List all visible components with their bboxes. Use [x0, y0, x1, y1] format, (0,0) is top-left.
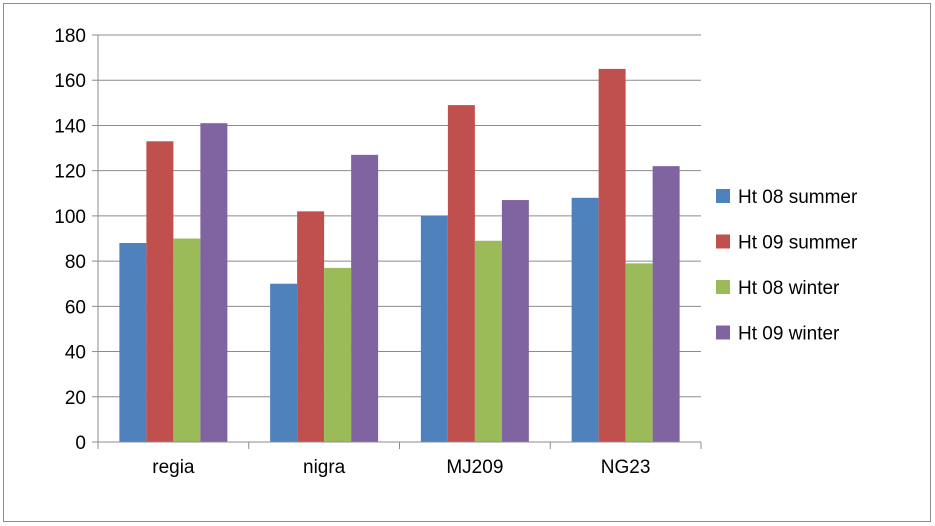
- bar-ht-08-winter-ng23: [625, 263, 653, 442]
- legend-label: Ht 08 summer: [738, 187, 858, 208]
- y-tick-label: 40: [65, 343, 86, 364]
- axes: [92, 34, 702, 449]
- y-tick-label: 160: [54, 71, 86, 92]
- x-tick-labels: regia nigra MJ209 NG23: [152, 457, 650, 478]
- bar-ht-08-winter-regia: [173, 238, 201, 442]
- bar-ht-08-summer-ng23: [571, 197, 599, 442]
- legend-swatch: [716, 280, 730, 294]
- legend-swatch: [716, 325, 730, 340]
- bar-ht-09-summer-nigra: [297, 211, 325, 442]
- y-tick-label: 140: [54, 116, 86, 137]
- bar-ht-09-winter-ng23: [652, 166, 680, 442]
- y-tick-label: 80: [65, 252, 86, 273]
- bar-ht-09-winter-nigra: [351, 154, 379, 443]
- y-tick-label: 120: [54, 162, 86, 183]
- bar-ht-08-winter-mj209: [474, 240, 502, 442]
- y-tick-label: 180: [54, 26, 86, 47]
- y-tick-label: 0: [75, 433, 86, 454]
- x-tick-label: nigra: [303, 457, 346, 478]
- legend-label: Ht 09 summer: [738, 233, 858, 254]
- y-tick-label: 60: [65, 297, 86, 318]
- legend-label: Ht 09 winter: [738, 324, 840, 345]
- legend-label: Ht 08 winter: [738, 278, 840, 299]
- x-tick-label: regia: [152, 457, 195, 478]
- bar-ht-09-summer-regia: [146, 141, 174, 442]
- bar-ht-09-winter-mj209: [501, 200, 529, 442]
- legend-swatch: [716, 234, 730, 249]
- y-tick-labels: 0 20 40 60 80 100 120 140 160 180: [54, 26, 86, 454]
- bar-ht-09-summer-mj209: [447, 105, 475, 442]
- bars: [119, 68, 680, 443]
- y-tick-label: 20: [65, 388, 86, 409]
- x-tick-label: MJ209: [446, 457, 503, 478]
- bar-ht-08-winter-nigra: [324, 267, 352, 442]
- legend: Ht 08 summer Ht 09 summer Ht 08 winter Ht 0…: [716, 187, 858, 345]
- bar-ht-08-summer-nigra: [270, 283, 298, 442]
- legend-swatch: [716, 189, 730, 203]
- x-tick-label: NG23: [601, 457, 651, 478]
- bar-ht-08-summer-mj209: [420, 215, 448, 442]
- bar-ht-08-summer-regia: [119, 243, 147, 442]
- bar-ht-09-winter-regia: [200, 123, 228, 442]
- bar-ht-09-summer-ng23: [598, 68, 626, 443]
- y-tick-label: 100: [54, 207, 86, 228]
